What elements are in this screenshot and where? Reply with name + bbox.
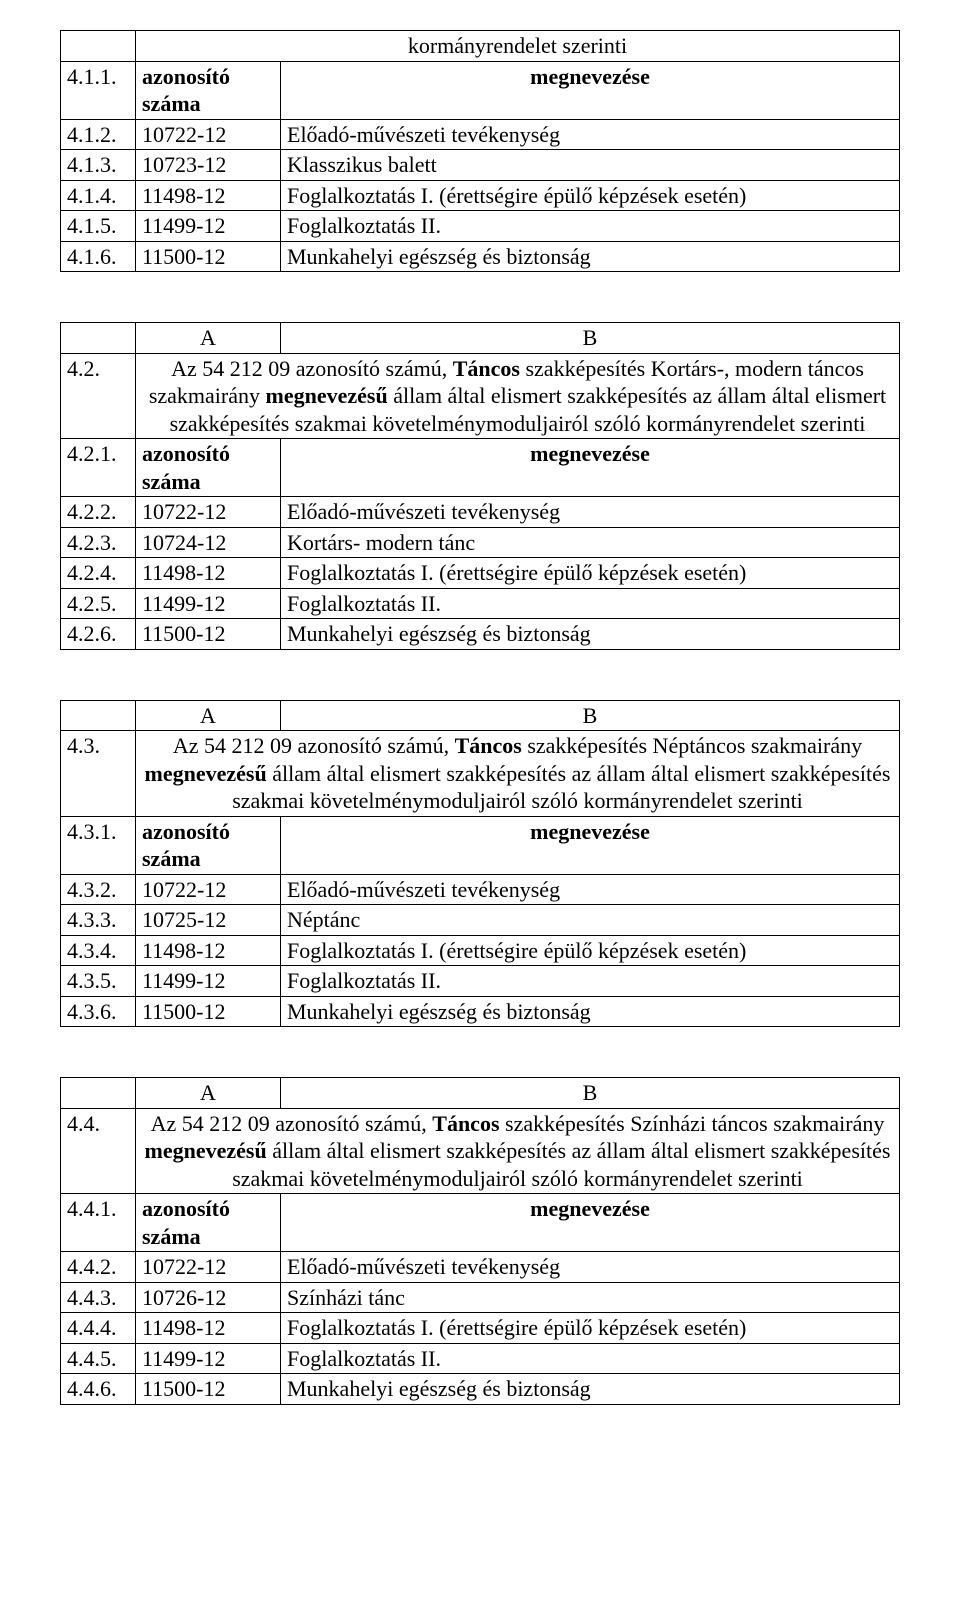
col-b: B <box>281 323 900 354</box>
table-3: A B 4.3. Az 54 212 09 azonosító számú, T… <box>60 700 900 1028</box>
col-id-header: azonosító száma <box>136 61 281 119</box>
table-row: 4.2.5.11499-12Foglalkoztatás II. <box>61 588 900 619</box>
table-row <box>61 1078 136 1109</box>
table-row: 4.1.1. <box>61 61 136 119</box>
header-line: kormányrendelet szerinti <box>136 31 900 62</box>
col-id-header: azonosító száma <box>136 439 281 497</box>
table-row: 4.4.6.11500-12Munkahelyi egészség és biz… <box>61 1374 900 1405</box>
table-row: 4.3.3.10725-12Néptánc <box>61 905 900 936</box>
table-row: 4.1.4.11498-12Foglalkoztatás I. (érettsé… <box>61 180 900 211</box>
table-row: 4.3.2.10722-12Előadó-művészeti tevékenys… <box>61 874 900 905</box>
table-row: 4.2.2.10722-12Előadó-művészeti tevékenys… <box>61 497 900 528</box>
table-row: 4.2.4.11498-12Foglalkoztatás I. (érettsé… <box>61 558 900 589</box>
table-row: 4.1.3.10723-12Klasszikus balett <box>61 150 900 181</box>
table-row: 4.3.4.11498-12Foglalkoztatás I. (érettsé… <box>61 935 900 966</box>
table-row: 4.4.5.11499-12Foglalkoztatás II. <box>61 1343 900 1374</box>
table-row: 4.3.6.11500-12Munkahelyi egészség és biz… <box>61 996 900 1027</box>
table-row: 4.1.2.10722-12Előadó-művészeti tevékenys… <box>61 119 900 150</box>
table-row <box>61 700 136 731</box>
col-desc-header: megnevezése <box>281 61 900 119</box>
table-row: 4.2.6.11500-12Munkahelyi egészség és biz… <box>61 619 900 650</box>
col-id-header: azonosító száma <box>136 1194 281 1252</box>
table-row <box>61 31 136 62</box>
table-row: 4.2.1. <box>61 439 136 497</box>
szama-label: száma <box>142 91 201 116</box>
table-row: 4.3.1. <box>61 816 136 874</box>
table-row: 4.2.3.10724-12Kortárs- modern tánc <box>61 527 900 558</box>
table-row: 4.3.5.11499-12Foglalkoztatás II. <box>61 966 900 997</box>
table-row: 4.4.2.10722-12Előadó-művészeti tevékenys… <box>61 1252 900 1283</box>
azonosito-label: azonosító <box>142 64 230 89</box>
col-a: A <box>136 323 281 354</box>
table-row: 4.1.5.11499-12Foglalkoztatás II. <box>61 211 900 242</box>
section-title: Az 54 212 09 azonosító számú, Táncos sza… <box>136 353 900 439</box>
table-row: 4.4.3.10726-12Színházi tánc <box>61 1282 900 1313</box>
table-4: A B 4.4. Az 54 212 09 azonosító számú, T… <box>60 1077 900 1405</box>
table-row: 4.3. <box>61 731 136 817</box>
table-row <box>61 323 136 354</box>
table-row: 4.4.1. <box>61 1194 136 1252</box>
table-row: 4.1.6.11500-12Munkahelyi egészség és biz… <box>61 241 900 272</box>
table-2: A B 4.2. Az 54 212 09 azonosító számú, T… <box>60 322 900 650</box>
table-row: 4.4. <box>61 1108 136 1194</box>
table-1: kormányrendelet szerinti 4.1.1. azonosít… <box>60 30 900 272</box>
section-title: Az 54 212 09 azonosító számú, Táncos sza… <box>136 731 900 817</box>
table-row: 4.2. <box>61 353 136 439</box>
section-title: Az 54 212 09 azonosító számú, Táncos sza… <box>136 1108 900 1194</box>
table-row: 4.4.4.11498-12Foglalkoztatás I. (érettsé… <box>61 1313 900 1344</box>
col-id-header: azonosító száma <box>136 816 281 874</box>
